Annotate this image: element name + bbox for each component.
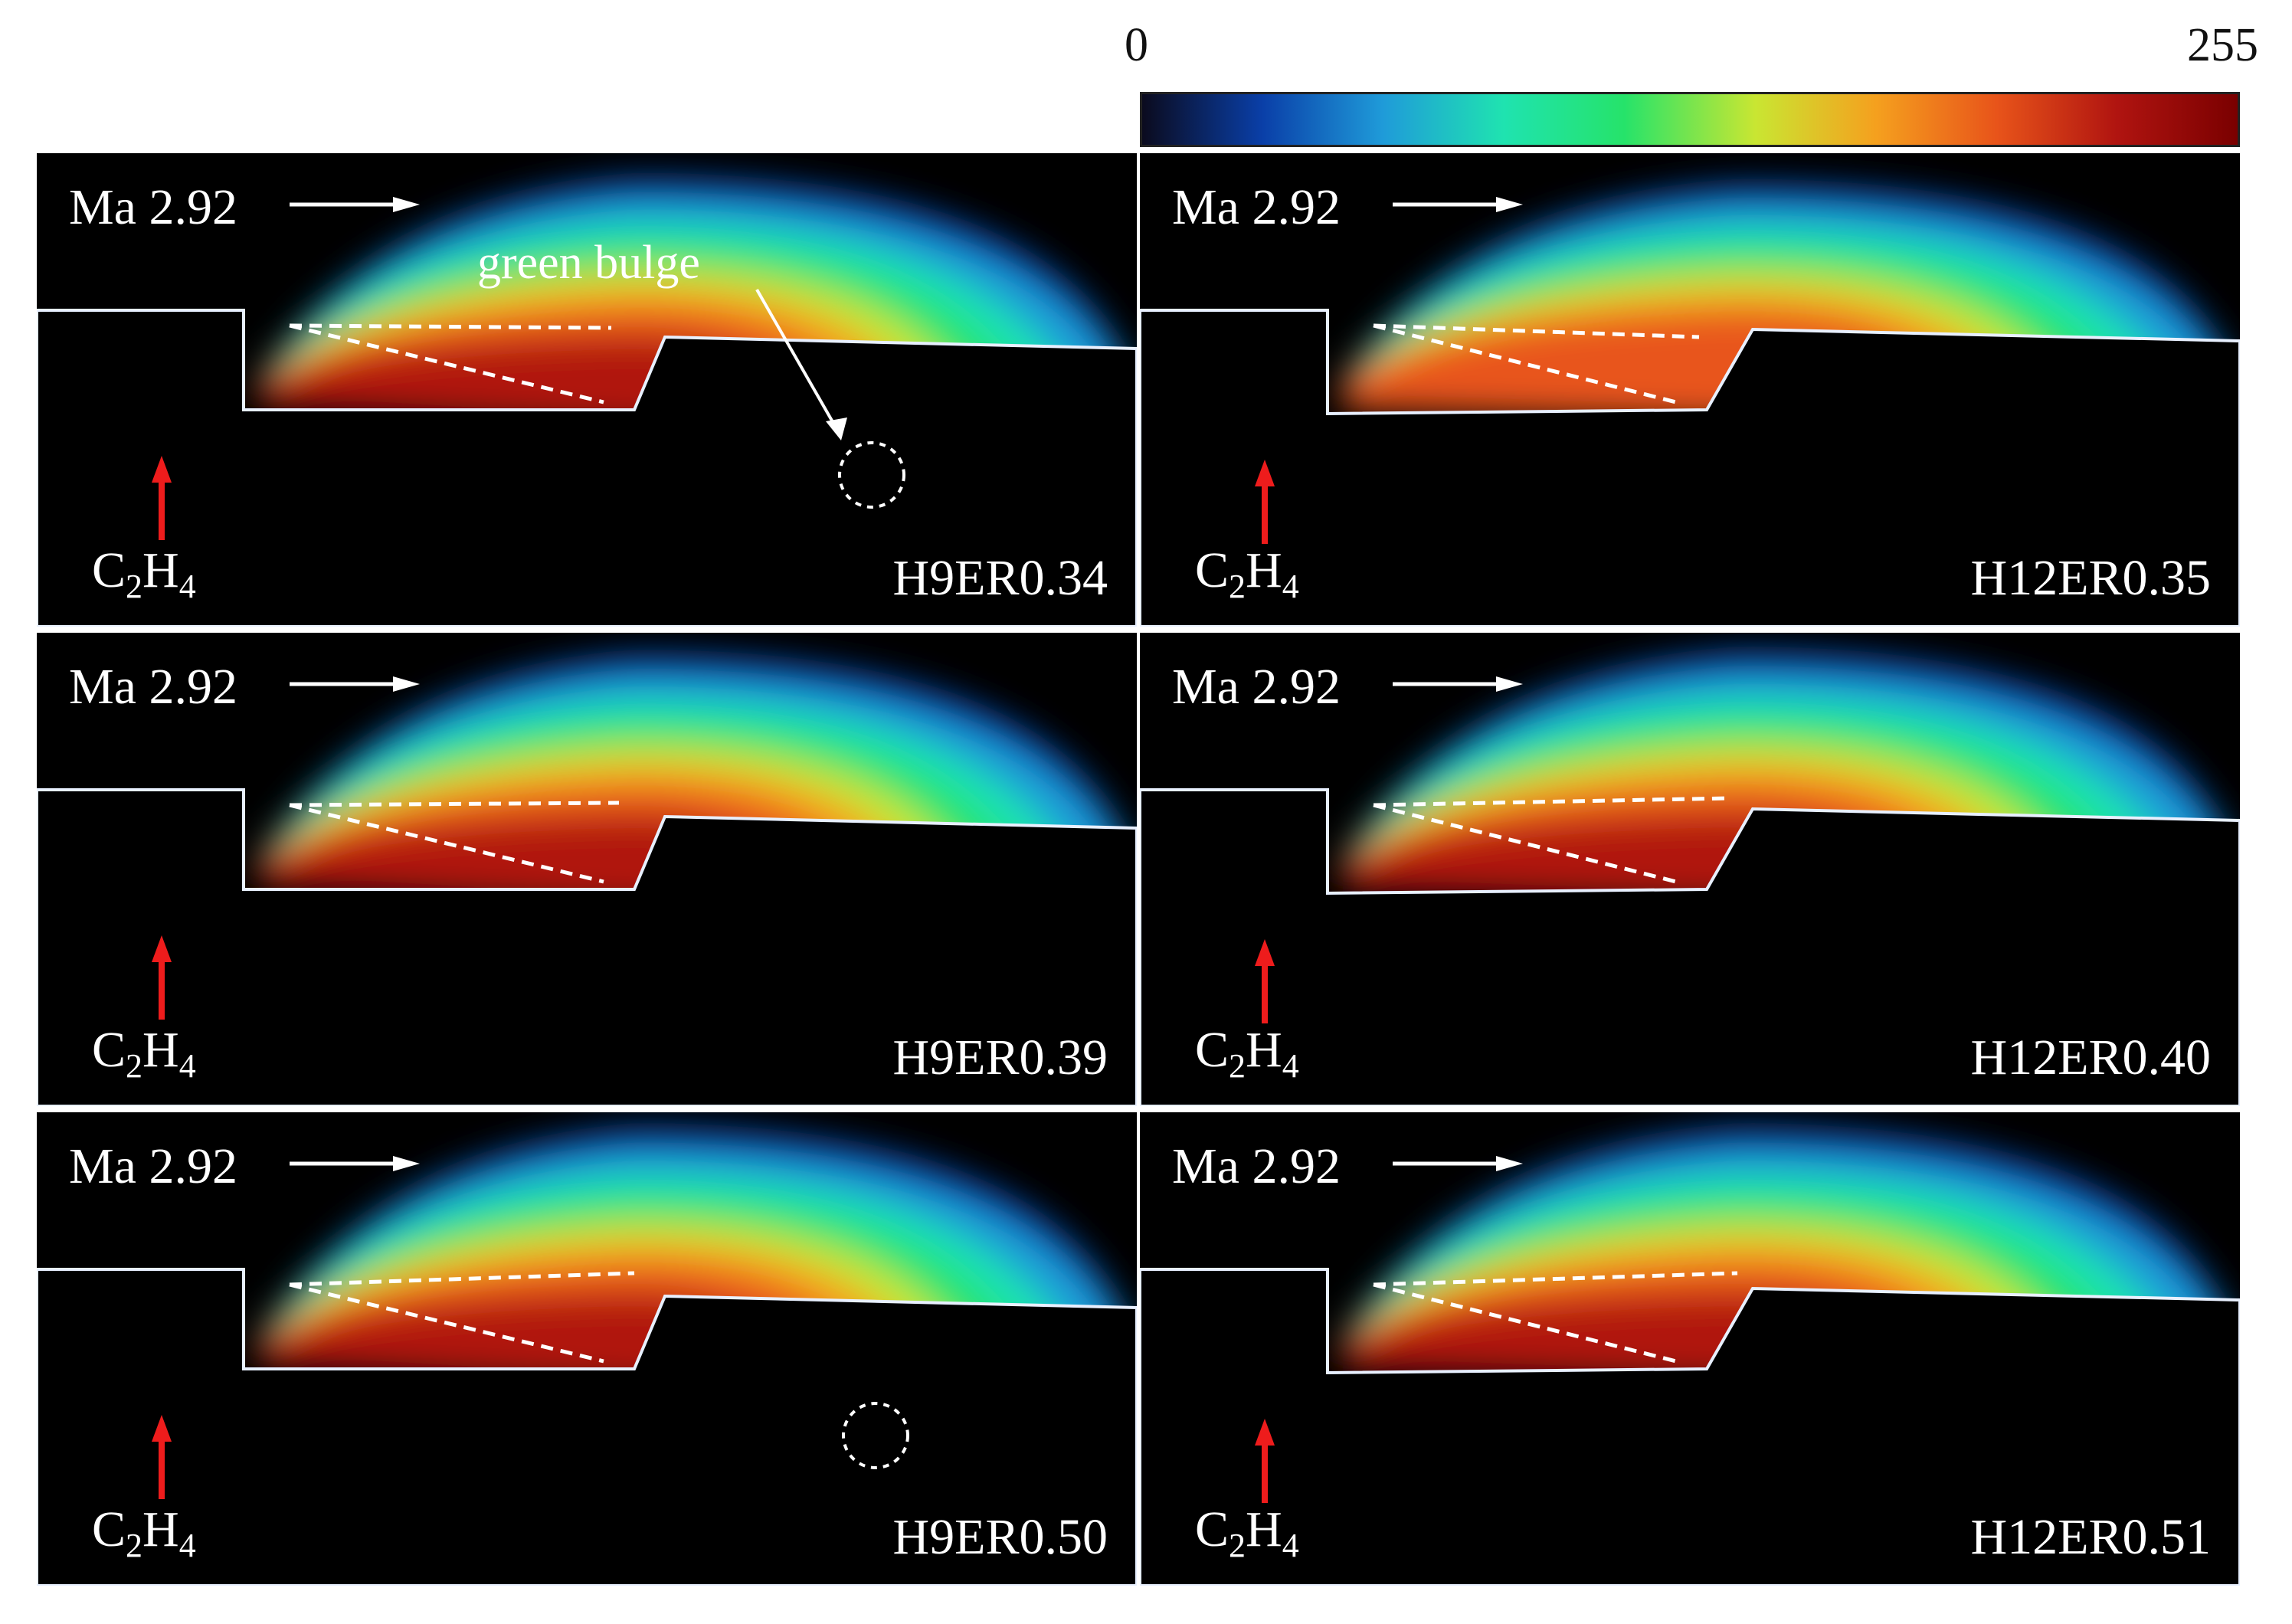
fuel-label: C2H4 — [1195, 1022, 1299, 1085]
fuel-label: C2H4 — [92, 1501, 196, 1564]
fuel-label: C2H4 — [1195, 1501, 1299, 1564]
shear-layer-upper-line — [1373, 1271, 1738, 1287]
cavity-wall — [37, 309, 1137, 627]
panel-h12er051: Ma 2.92 C2H4 H12ER0.51 — [1140, 1112, 2240, 1586]
shear-layer-lower-line — [1373, 1282, 1677, 1364]
panel-h9er050: Ma 2.92 C2H4 H9ER0.50 — [37, 1112, 1137, 1586]
intensity-field — [1140, 1128, 2240, 1586]
case-label: H12ER0.35 — [1970, 550, 2212, 606]
fuel-label: C2H4 — [92, 542, 196, 605]
flow-arrow-icon — [1393, 676, 1523, 692]
shear-layer-upper-line — [289, 323, 612, 330]
shear-layer-upper-line — [289, 801, 620, 807]
shear-layer-lower-line — [1373, 323, 1677, 404]
intensity-field — [37, 654, 1137, 1106]
case-label: H9ER0.34 — [892, 550, 1108, 606]
fuel-injection-arrow-icon — [1255, 1419, 1275, 1503]
flow-arrow-icon — [290, 197, 420, 212]
intensity-field — [37, 1128, 1137, 1586]
green-bulge-label: green bulge — [477, 237, 700, 289]
panel-h9er039: Ma 2.92 C2H4 H9ER0.39 — [37, 633, 1137, 1106]
shear-layer-lower-line — [289, 323, 604, 404]
fuel-injection-arrow-icon — [152, 1415, 172, 1499]
cavity-wall — [37, 1268, 1137, 1586]
intensity-field — [37, 178, 1137, 627]
fuel-injection-arrow-icon — [152, 935, 172, 1020]
cavity-wall — [37, 788, 1137, 1106]
colorbar-max-label: 255 — [2187, 19, 2258, 71]
shear-layer-lower-line — [289, 1282, 604, 1364]
panel-h12er035: Ma 2.92 C2H4 H12ER0.35 — [1140, 153, 2240, 627]
fuel-injection-arrow-icon — [1255, 939, 1275, 1023]
fuel-label: C2H4 — [92, 1022, 196, 1085]
fuel-injection-arrow-icon — [152, 456, 172, 540]
mach-label: Ma 2.92 — [69, 1138, 237, 1194]
cavity-wall — [1140, 309, 2240, 627]
case-label: H9ER0.50 — [892, 1509, 1108, 1565]
shear-layer-upper-line — [1373, 323, 1700, 339]
fuel-injection-arrow-icon — [1255, 460, 1275, 544]
cavity-wall — [1140, 788, 2240, 1106]
intensity-field — [1140, 651, 2240, 1106]
flow-arrow-icon — [1393, 197, 1523, 212]
cavity-wall — [1140, 1268, 2240, 1586]
green-bulge-marker — [842, 1402, 909, 1469]
fuel-label: C2H4 — [1195, 542, 1299, 605]
flow-arrow-icon — [290, 1156, 420, 1171]
shear-layer-upper-line — [289, 1271, 635, 1287]
mach-label: Ma 2.92 — [69, 179, 237, 235]
mach-label: Ma 2.92 — [1172, 179, 1341, 235]
flow-arrow-icon — [1393, 1156, 1523, 1171]
flow-arrow-icon — [290, 676, 420, 692]
panel-h12er040: Ma 2.92 C2H4 H12ER0.40 — [1140, 633, 2240, 1106]
mach-label: Ma 2.92 — [69, 659, 237, 715]
green-bulge-pointer — [755, 289, 905, 509]
shear-layer-lower-line — [289, 803, 604, 884]
mach-label: Ma 2.92 — [1172, 1138, 1341, 1194]
panel-h9er034: Ma 2.92 green bulge C2H4 H9ER0.34 — [37, 153, 1137, 627]
colorbar — [1140, 92, 2240, 147]
case-label: H9ER0.39 — [892, 1030, 1108, 1085]
shear-layer-lower-line — [1373, 803, 1677, 884]
colorbar-min-label: 0 — [1125, 19, 1148, 71]
intensity-field — [1140, 184, 2240, 627]
case-label: H12ER0.40 — [1970, 1030, 2212, 1085]
mach-label: Ma 2.92 — [1172, 659, 1341, 715]
case-label: H12ER0.51 — [1970, 1509, 2212, 1565]
